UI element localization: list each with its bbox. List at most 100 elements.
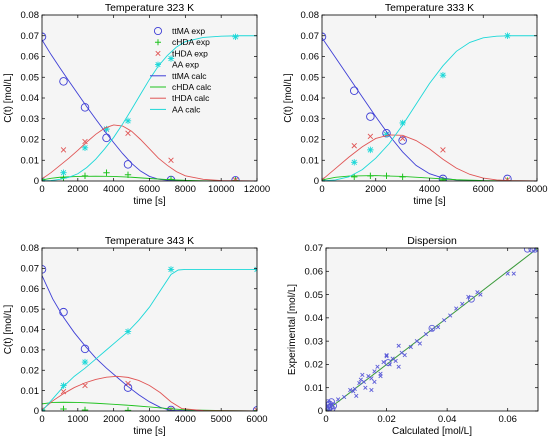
legend-entry: ttMA calc [172,71,207,81]
x-tick-label: 2000 [67,184,88,195]
y-tick-label: 0.02 [305,360,324,371]
x-tick-label: 6000 [246,414,267,425]
others-point [399,350,404,355]
y-tick-label: 0.07 [21,264,40,275]
y-tick-label: 0.05 [305,290,324,301]
others-point [423,332,429,337]
aa-exp-point [81,358,89,366]
y-tick-label: 0.01 [305,383,324,394]
others-point [348,387,353,393]
chart-title: Temperature 333 K [385,2,474,14]
others-point [357,380,362,386]
aa-exp-point [60,382,67,389]
y-tick-label: 0.02 [301,135,320,146]
thda-exp-point [351,143,357,149]
others-point [396,364,401,369]
thda-exp-point [60,147,67,153]
x-tick-label: 3000 [139,414,160,425]
y-axis-label: C(t) [mol/L] [3,73,14,123]
y-tick-label: 0.05 [21,72,40,83]
others-point [505,271,510,276]
chart-panel-3: 0 1000 2000 3000 4000 5000 6000 0 0.01 0.02 0.03 0.… [3,235,268,437]
x-tick-label: 0 [39,184,44,195]
ttma-exp-point [59,77,68,86]
x-tick-label: 0.02 [377,414,396,425]
others-point [363,385,368,390]
ttma-exp-point [398,136,407,145]
thda-exp-point [82,138,88,145]
others-point [460,301,465,307]
legend-swatch [155,39,161,46]
y-tick-label: 0.03 [21,345,40,356]
chart-panel-4: 0 0.02 0.04 0.06 0 0.01 0.02 0.03 0.04 0.05 0.06 0.… [287,235,539,437]
chart-title: Dispersion [407,235,457,247]
y-tick-label: 0.05 [301,72,320,83]
y-tick-label: 0 [34,406,39,417]
thda-exp-point [440,147,446,153]
others-point [417,341,423,346]
others-point [384,354,389,359]
ttma-exp-point [59,307,68,317]
legend-swatch [153,26,163,36]
chda-calc-line [322,175,537,181]
x-tick-label: 2000 [103,414,124,425]
others-point [351,389,356,394]
chda-exp-point [60,405,67,411]
legend-entry: cHDA exp [172,37,210,47]
others-point [478,292,483,297]
y-tick-label: 0.05 [21,304,40,315]
others-point [366,373,371,379]
y-tick-label: 0.06 [301,52,320,63]
chart-panel-2: 0 2000 4000 6000 8000 0 0.01 0.02 0.03 0.04 0.05 0.… [283,2,548,207]
legend-swatch [155,50,161,56]
x-tick-label: 0.04 [438,414,457,425]
others-point [435,325,441,330]
others-point [441,318,447,323]
aa-exp-point [383,131,390,138]
legend-entry: tHDA calc [172,93,210,103]
x-tick-label: 6000 [473,184,494,195]
y-tick-label: 0 [34,176,39,187]
y-tick-label: 0.04 [305,313,324,324]
others-point [414,339,419,344]
y-tick-label: 0.04 [21,93,40,104]
others-point [475,290,480,295]
x-tick-label: 0 [319,184,324,195]
x-tick-label: 1000 [67,414,88,425]
y-tick-label: 0.04 [301,93,320,104]
aa-exp-point [81,144,89,151]
x-tick-label: 4000 [103,184,124,195]
y-tick-label: 0 [314,176,319,187]
y-tick-label: 0.03 [301,114,320,125]
y-tick-label: 0.08 [21,10,40,21]
chda-exp-point [351,173,358,181]
aa-calc-line [42,268,257,411]
chda-exp-point [103,169,110,176]
y-tick-label: 0.08 [21,243,40,254]
aa-exp-point [399,119,406,127]
y-axis-label: C(t) [mol/L] [283,73,294,123]
y-axis-label: Experimental [mol/L] [287,284,298,375]
y-tick-label: 0.06 [21,52,40,63]
legend-entry: AA exp [172,60,199,70]
legend-entry: cHDA calc [172,82,212,92]
aa-exp-point [367,146,374,154]
others-point [429,327,435,332]
axes-frame [325,247,539,412]
aa-exp-point [60,169,67,176]
thda-exp-point [367,133,374,140]
data-layer [42,265,257,411]
others-point [387,362,392,367]
y-tick-label: 0.01 [21,386,40,397]
y-tick-label: 0.03 [305,336,324,347]
aa-exp-point [439,71,447,79]
plot-area [42,248,257,411]
legend-swatch [155,61,161,68]
others-point [361,379,366,385]
others-point [384,352,389,358]
aa-exp-point [232,33,239,40]
y-tick-label: 0.02 [21,135,40,146]
x-tick-label: 2000 [365,184,386,195]
others-point [375,364,380,369]
